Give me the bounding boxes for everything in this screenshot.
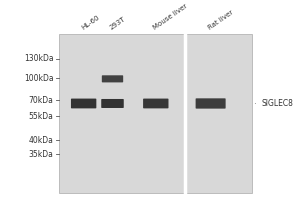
Text: 55kDa: 55kDa (28, 112, 53, 121)
Text: SIGLEC8: SIGLEC8 (255, 99, 293, 108)
FancyBboxPatch shape (143, 99, 169, 108)
Text: 293T: 293T (109, 16, 127, 31)
Text: Mouse liver: Mouse liver (152, 3, 189, 31)
Text: 100kDa: 100kDa (24, 74, 53, 83)
Text: 130kDa: 130kDa (24, 54, 53, 63)
FancyBboxPatch shape (71, 99, 96, 108)
Text: Rat liver: Rat liver (207, 9, 235, 31)
Text: HL-60: HL-60 (80, 14, 101, 31)
Text: 70kDa: 70kDa (28, 96, 53, 105)
FancyBboxPatch shape (102, 75, 123, 82)
Text: 40kDa: 40kDa (28, 136, 53, 145)
Text: 35kDa: 35kDa (28, 150, 53, 159)
FancyBboxPatch shape (101, 99, 124, 108)
Bar (59, 34, 253, 193)
FancyBboxPatch shape (196, 98, 226, 109)
